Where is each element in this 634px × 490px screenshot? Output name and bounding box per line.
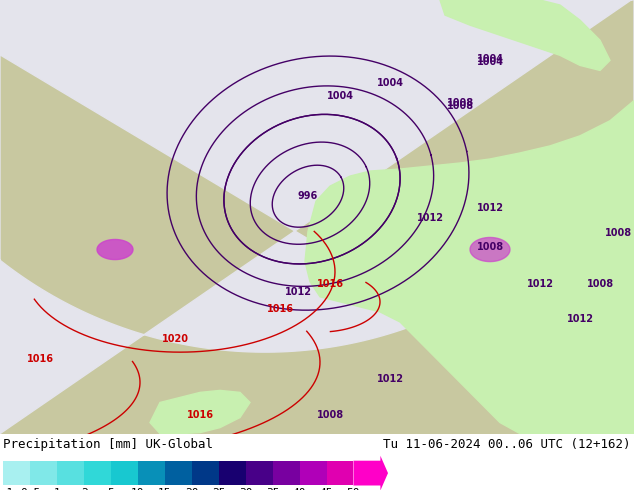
Text: 1012: 1012 (526, 279, 553, 289)
Text: 1008: 1008 (316, 410, 344, 419)
Text: 15: 15 (158, 488, 172, 490)
Polygon shape (440, 0, 610, 71)
Polygon shape (305, 100, 634, 434)
Polygon shape (150, 391, 250, 434)
Text: 10: 10 (131, 488, 145, 490)
Text: 1016: 1016 (266, 304, 294, 314)
Text: 1008: 1008 (446, 100, 474, 111)
Text: 25: 25 (212, 488, 226, 490)
Bar (30, 461, 57, 486)
Text: 20: 20 (185, 488, 198, 490)
Text: 1016: 1016 (186, 410, 214, 419)
Bar (327, 461, 354, 486)
Text: 1016: 1016 (27, 354, 53, 364)
Text: 45: 45 (320, 488, 333, 490)
Text: 2: 2 (81, 488, 87, 490)
Text: 50: 50 (347, 488, 360, 490)
Text: 30: 30 (239, 488, 252, 490)
Text: 1008: 1008 (586, 279, 614, 289)
Text: 1012: 1012 (477, 203, 503, 213)
Text: 5: 5 (108, 488, 114, 490)
Polygon shape (0, 0, 634, 434)
Text: 40: 40 (293, 488, 306, 490)
Text: 1004: 1004 (477, 57, 503, 68)
Bar (245, 461, 273, 486)
Text: 35: 35 (266, 488, 280, 490)
Bar (57, 461, 84, 486)
Polygon shape (470, 238, 510, 262)
Text: 1016: 1016 (316, 279, 344, 289)
Bar (273, 461, 299, 486)
Bar (165, 461, 191, 486)
Text: 1012: 1012 (377, 374, 403, 384)
Text: 1008: 1008 (604, 228, 631, 239)
Text: 996: 996 (298, 191, 318, 201)
Text: Tu 11-06-2024 00..06 UTC (12+162): Tu 11-06-2024 00..06 UTC (12+162) (384, 438, 631, 451)
Bar (3, 461, 30, 486)
Bar (84, 461, 111, 486)
Text: Precipitation [mm] UK-Global: Precipitation [mm] UK-Global (3, 438, 213, 451)
Text: 1008: 1008 (446, 98, 474, 108)
Bar (299, 461, 327, 486)
Text: 1008: 1008 (476, 242, 503, 251)
Text: 1020: 1020 (162, 334, 188, 344)
Text: 0.5: 0.5 (20, 488, 40, 490)
Bar (138, 461, 165, 486)
Text: 1004: 1004 (477, 54, 503, 64)
Polygon shape (0, 0, 634, 434)
Text: 1004: 1004 (327, 91, 354, 100)
Bar (111, 461, 138, 486)
Text: 1012: 1012 (285, 287, 311, 297)
FancyArrow shape (354, 456, 388, 490)
Text: 1012: 1012 (417, 213, 444, 223)
Bar (219, 461, 245, 486)
Polygon shape (97, 240, 133, 260)
Text: 0.1: 0.1 (0, 488, 13, 490)
Bar (191, 461, 219, 486)
Text: 1012: 1012 (567, 314, 593, 324)
Text: 1004: 1004 (377, 77, 403, 88)
Text: 1: 1 (54, 488, 60, 490)
